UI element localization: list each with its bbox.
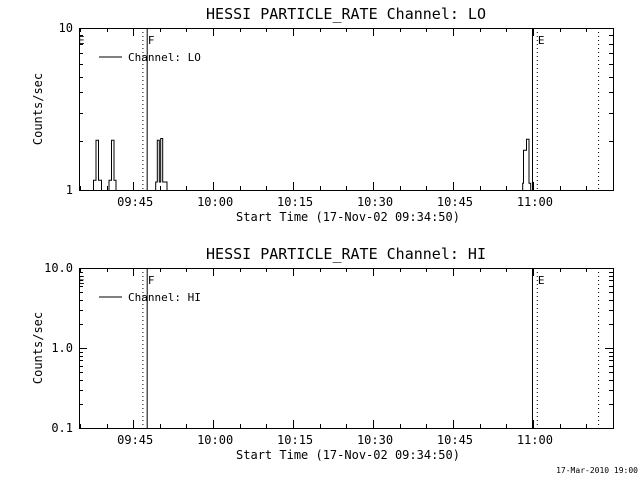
y-axis-ticks: 1 10 <box>59 21 613 197</box>
y-tick-label: 0.1 <box>51 421 73 435</box>
panel-title: HESSI PARTICLE_RATE Channel: HI <box>206 245 486 263</box>
x-axis-ticks: 09:45 10:00 10:15 10:30 10:45 11:00 <box>80 28 614 209</box>
event-flag-label: F <box>148 274 155 287</box>
series-spike <box>155 138 168 190</box>
legend: Channel: LO <box>99 51 201 64</box>
legend-label: Channel: LO <box>128 51 201 64</box>
panel-hi: E F E0.11.010.009:45 10:00 10:15 10:30 10:45 11… <box>31 245 614 462</box>
x-tick-label: 09:45 <box>117 433 153 447</box>
x-tick-label: 11:00 <box>517 433 553 447</box>
event-flag-label: F <box>148 34 155 47</box>
x-tick-label: 10:30 <box>357 433 393 447</box>
y-tick-label: 1 <box>66 183 73 197</box>
x-axis-label: Start Time (17-Nov-02 09:34:50) <box>236 210 460 224</box>
series-spike <box>93 139 102 190</box>
x-tick-label: 10:15 <box>277 433 313 447</box>
x-tick-label: 10:45 <box>437 433 473 447</box>
y-axis-label: Counts/sec <box>31 73 45 145</box>
x-tick-label: 11:00 <box>517 195 553 209</box>
x-axis-label: Start Time (17-Nov-02 09:34:50) <box>236 448 460 462</box>
data-series <box>93 138 532 190</box>
x-tick-label: 10:00 <box>197 433 233 447</box>
y-tick-label: 1.0 <box>51 341 73 355</box>
y-axis-label: Counts/sec <box>31 312 45 384</box>
x-tick-label: 09:45 <box>117 195 153 209</box>
event-flag-label: E <box>538 274 545 287</box>
x-tick-label: 10:15 <box>277 195 313 209</box>
legend-label: Channel: HI <box>128 291 201 304</box>
y-tick-label: 10.0 <box>44 261 73 275</box>
legend: Channel: HI <box>99 291 201 304</box>
series-spike <box>108 139 117 190</box>
y-tick-label: 10 <box>59 21 73 35</box>
event-flag-label: E <box>78 34 85 47</box>
event-flag-label: E <box>538 34 545 47</box>
panel-lo: E F E 1 10 09:45 10:00 10:15 10:30 10:45 11:00 HESS… <box>31 5 614 224</box>
panel-title: HESSI PARTICLE_RATE Channel: LO <box>206 5 486 23</box>
x-tick-label: 10:30 <box>357 195 393 209</box>
x-axis-ticks: 09:45 10:00 10:15 10:30 10:45 11:00 <box>80 268 614 447</box>
creation-timestamp: 17-Mar-2010 19:00 <box>556 466 638 475</box>
series-spike <box>522 138 532 190</box>
x-tick-label: 10:00 <box>197 195 233 209</box>
x-tick-label: 10:45 <box>437 195 473 209</box>
y-axis-ticks: 0.1 1.0 10.0 <box>44 261 613 435</box>
